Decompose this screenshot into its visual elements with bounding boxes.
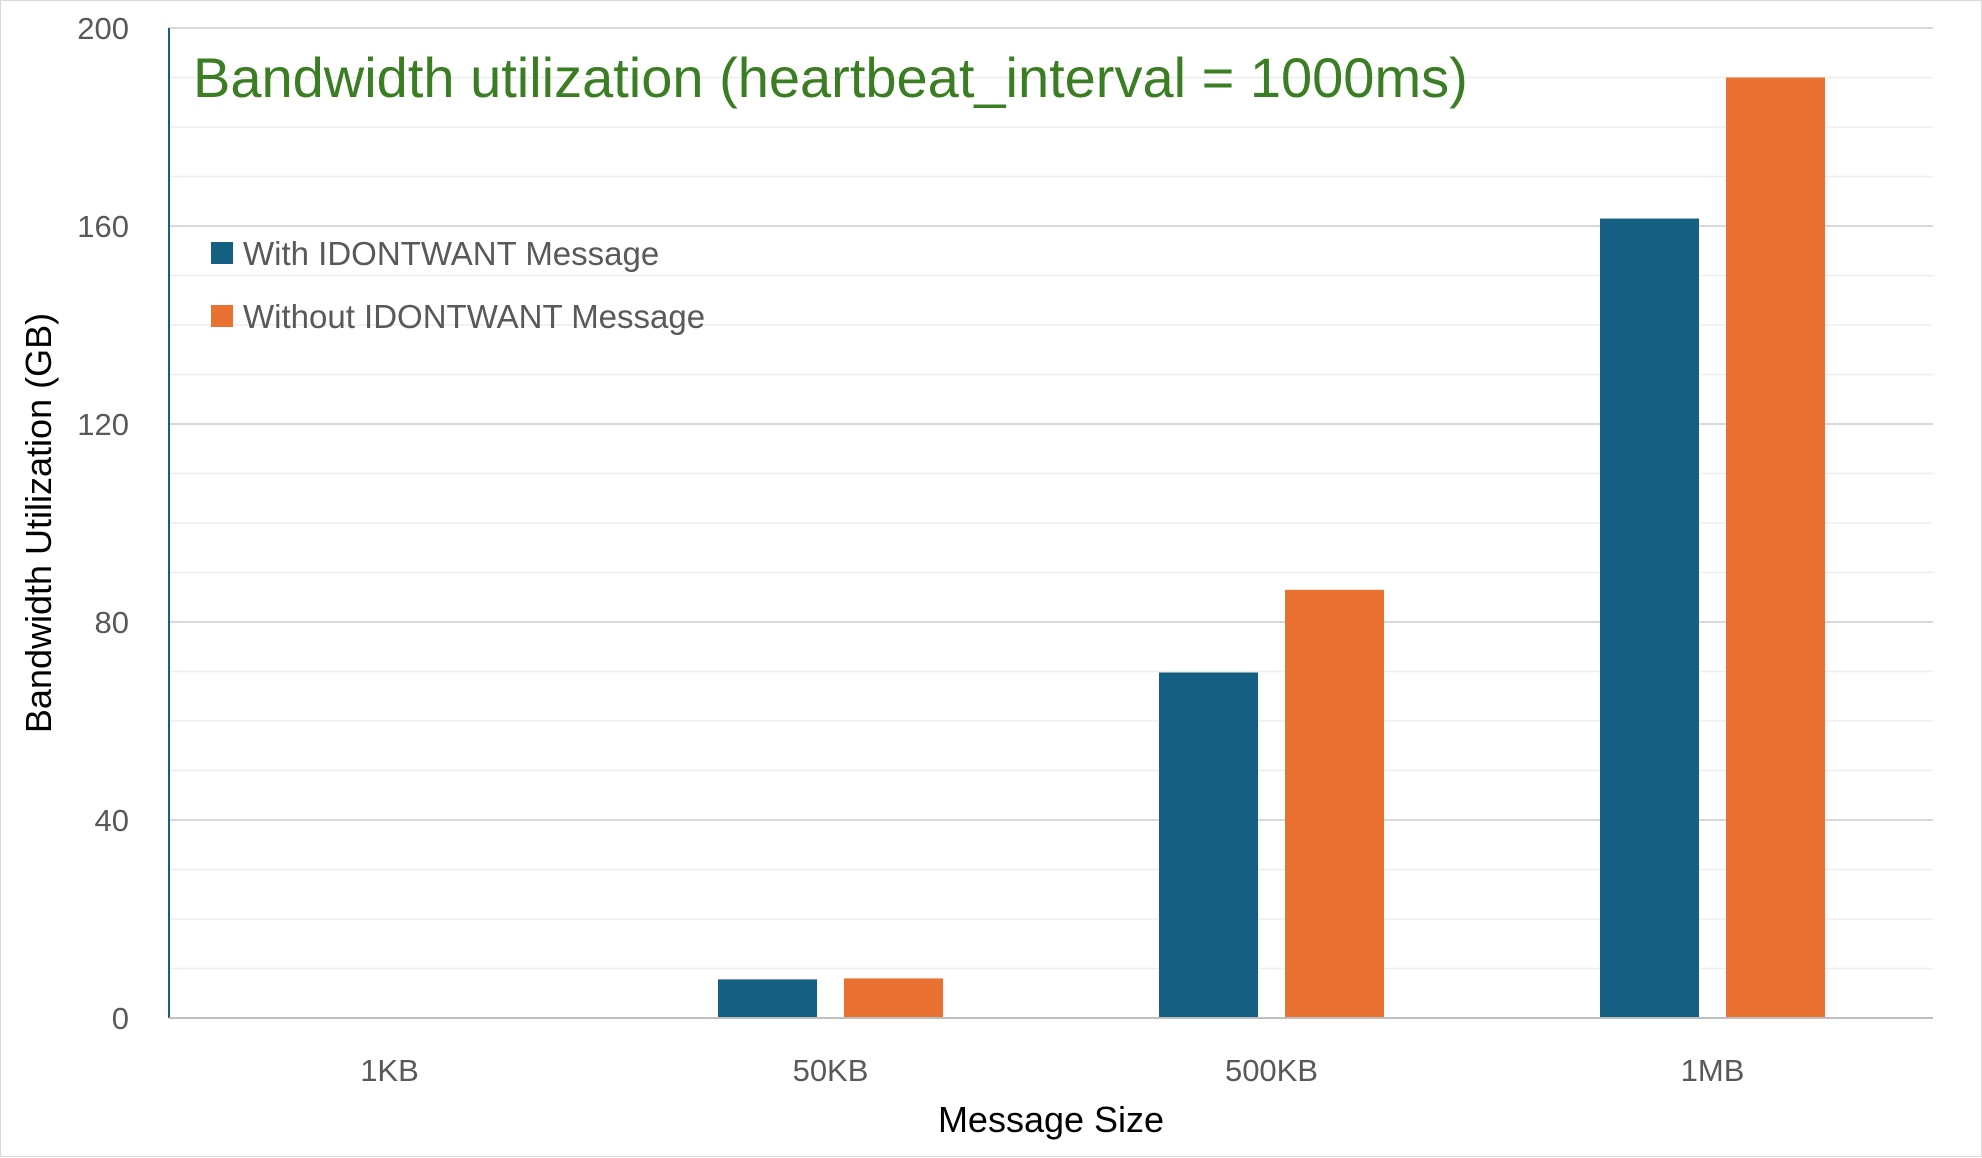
y-tick-label: 160 — [77, 209, 129, 244]
x-tick-label: 500KB — [1225, 1053, 1318, 1088]
chart-title: Bandwidth utilization (heartbeat_interva… — [193, 46, 1468, 109]
x-tick-label: 1MB — [1681, 1053, 1745, 1088]
y-tick-label: 0 — [112, 1001, 129, 1036]
y-tick-label: 120 — [77, 407, 129, 442]
y-tick-label: 200 — [77, 11, 129, 46]
y-tick-labels: 0 40 80 120 160 200 — [77, 11, 129, 1036]
x-axis-title: Message Size — [938, 1099, 1164, 1140]
legend-label-without-idontwant: Without IDONTWANT Message — [243, 298, 705, 335]
x-tick-labels: 1KB 50KB 500KB 1MB — [360, 1053, 1744, 1088]
bar-with-idontwant-500kb — [1159, 672, 1258, 1018]
bars — [277, 77, 1825, 1018]
legend-swatch-with-idontwant — [211, 242, 233, 264]
bar-without-idontwant-1mb — [1726, 77, 1825, 1018]
x-tick-label: 1KB — [360, 1053, 419, 1088]
bar-with-idontwant-50kb — [718, 979, 817, 1018]
legend-label-with-idontwant: With IDONTWANT Message — [243, 235, 659, 272]
legend: With IDONTWANT Message Without IDONTWANT… — [211, 235, 705, 335]
bar-without-idontwant-500kb — [1285, 589, 1384, 1018]
y-tick-label: 80 — [95, 605, 129, 640]
y-axis-title: Bandwidth Utilization (GB) — [18, 313, 59, 733]
y-tick-label: 40 — [95, 803, 129, 838]
legend-swatch-without-idontwant — [211, 305, 233, 327]
bar-with-idontwant-1mb — [1600, 218, 1699, 1018]
x-tick-label: 50KB — [793, 1053, 869, 1088]
bar-without-idontwant-50kb — [844, 978, 943, 1018]
